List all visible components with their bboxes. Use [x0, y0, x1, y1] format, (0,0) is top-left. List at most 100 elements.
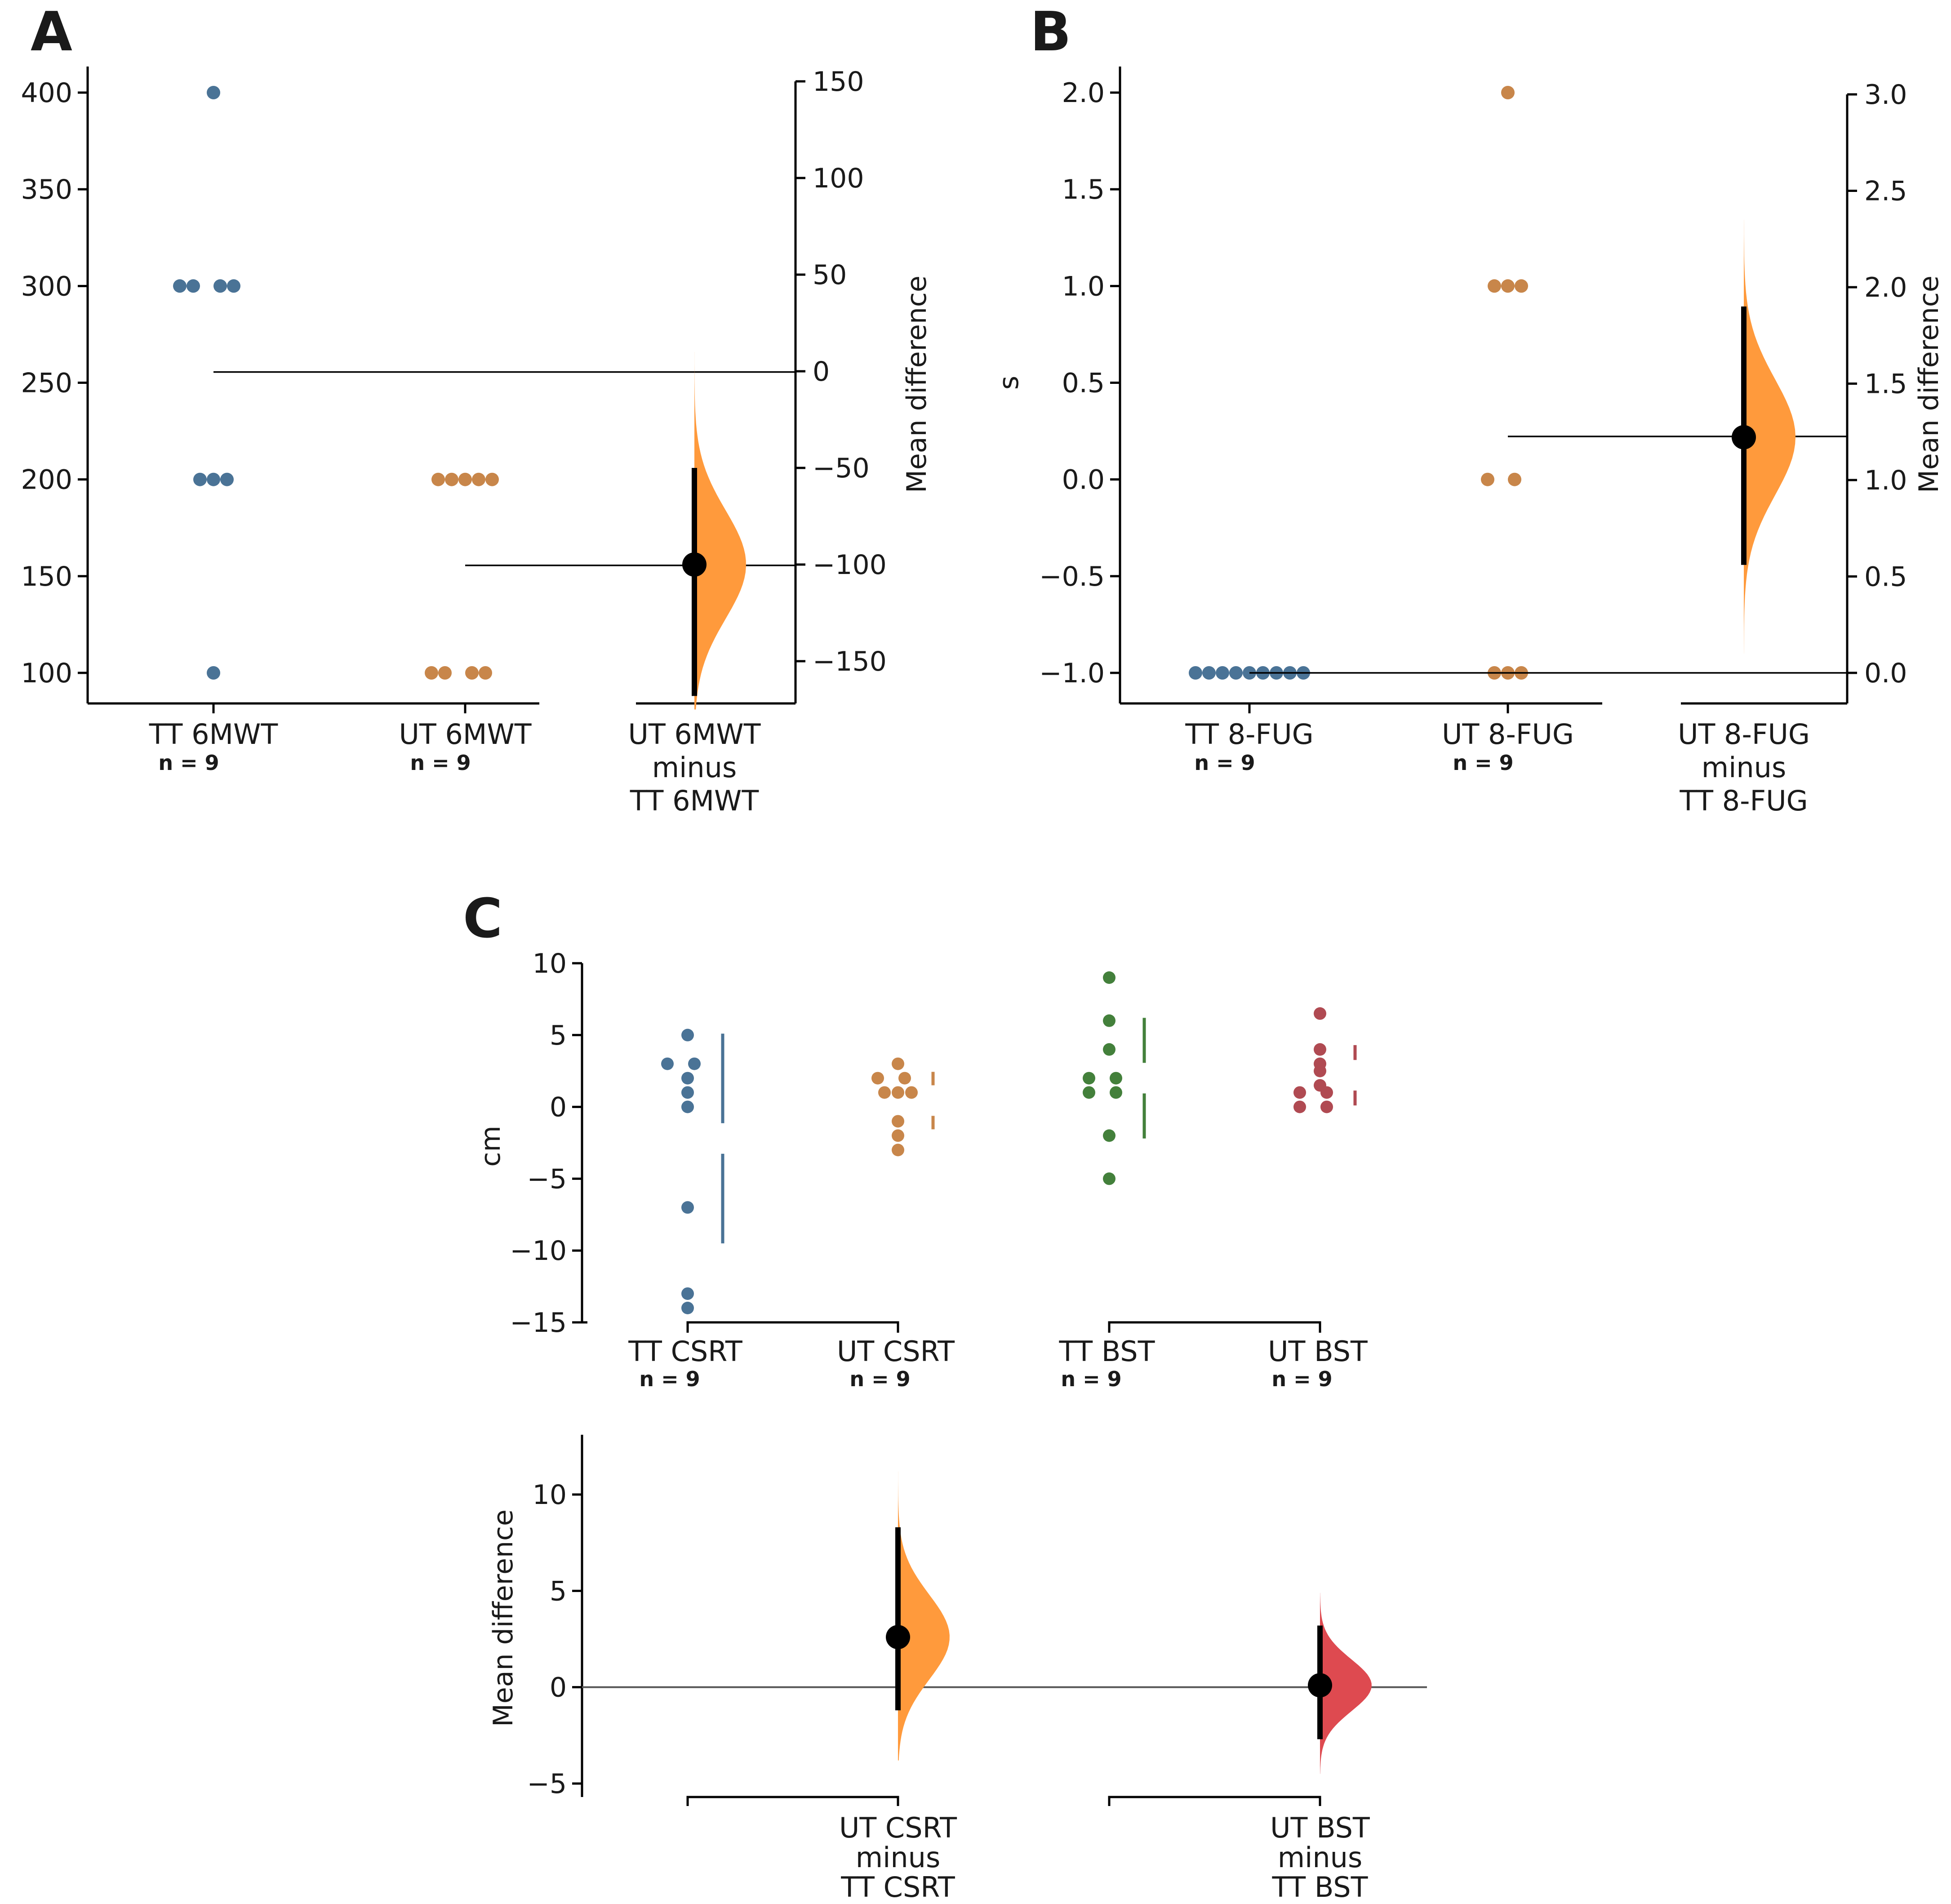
right-y-tick-label: 1.5: [1864, 369, 1907, 400]
data-point: [207, 86, 220, 99]
mean-difference-marker: [1732, 425, 1756, 449]
group-label: TT 8-FUG: [1185, 718, 1313, 751]
y-tick-label: 150: [21, 561, 72, 592]
effect-label-line: TT 8-FUG: [1679, 784, 1808, 817]
data-point: [1508, 472, 1521, 486]
right-y-tick-label: −100: [813, 549, 887, 581]
y-tick-label: 1.5: [1062, 174, 1105, 205]
data-point: [681, 1302, 694, 1314]
data-point: [1229, 666, 1243, 680]
data-point: [479, 666, 492, 680]
effect-distribution: [898, 1471, 950, 1761]
data-point: [1481, 472, 1494, 486]
y-tick-label: −1.0: [1039, 658, 1105, 689]
data-point: [472, 472, 485, 486]
data-point: [458, 472, 472, 486]
data-point: [1202, 666, 1216, 680]
effect-label-line: TT CSRT: [840, 1871, 956, 1904]
data-point: [1501, 279, 1515, 293]
effect-label-line: TT BST: [1271, 1871, 1368, 1904]
data-point: [1189, 666, 1202, 680]
y-tick-label: 0: [550, 1092, 567, 1123]
data-point: [1110, 1072, 1122, 1085]
data-point: [681, 1100, 694, 1113]
effect-label-line: TT 6MWT: [630, 784, 760, 817]
data-point: [438, 666, 452, 680]
group-label: UT 8-FUG: [1442, 718, 1574, 751]
effect-y-tick-label: 5: [550, 1575, 567, 1607]
y-tick-label: −15: [510, 1307, 567, 1339]
y-tick-label: −0.5: [1039, 561, 1105, 592]
data-point: [1488, 279, 1501, 293]
y-tick-label: 200: [21, 464, 72, 496]
data-point: [1515, 279, 1528, 293]
right-y-tick-label: 1.0: [1864, 465, 1907, 496]
y-tick-label: 250: [21, 368, 72, 399]
effect-distribution: [1320, 1593, 1372, 1774]
right-y-tick-label: 3.0: [1864, 79, 1907, 111]
mean-difference-marker: [682, 552, 707, 577]
group-n-label: n = 9: [1271, 1367, 1332, 1391]
data-point: [661, 1057, 674, 1070]
data-point: [1320, 1086, 1333, 1099]
effect-label-line: minus: [1702, 751, 1787, 784]
data-point: [207, 472, 220, 486]
pair-bracket: [686, 1321, 899, 1333]
right-y-tick-label: 150: [813, 66, 864, 98]
pair-bracket: [1108, 1321, 1321, 1333]
group-label: TT CSRT: [628, 1335, 743, 1368]
group-n-label: n = 9: [1194, 751, 1255, 775]
y-tick-label: −5: [527, 1163, 567, 1195]
effect-label-line: UT BST: [1270, 1811, 1370, 1844]
data-point: [681, 1028, 694, 1041]
group-n-label: n = 9: [1453, 751, 1513, 775]
data-point: [681, 1086, 694, 1099]
mean-difference-marker: [1308, 1673, 1332, 1698]
data-point: [227, 279, 240, 293]
right-y-tick-label: 0.5: [1864, 561, 1907, 593]
group-n-label: n = 9: [1061, 1367, 1121, 1391]
right-y-tick-label: −150: [813, 646, 887, 677]
data-point: [485, 472, 499, 486]
data-point: [213, 279, 227, 293]
panel-letter: C: [463, 888, 502, 950]
data-point: [1293, 1086, 1306, 1099]
data-point: [1083, 1086, 1095, 1099]
y-tick-label: 0.0: [1062, 464, 1105, 496]
effect-label-line: minus: [652, 751, 737, 784]
effect-distribution: [1744, 219, 1795, 654]
data-point: [220, 472, 234, 486]
data-point: [878, 1086, 891, 1099]
group-label: UT CSRT: [837, 1335, 955, 1368]
data-point: [1103, 1014, 1115, 1027]
right-y-tick-label: −50: [813, 453, 870, 484]
effect-y-axis-label: Mean difference: [488, 1509, 519, 1727]
group-n-label: n = 9: [158, 751, 219, 775]
effect-label-line: minus: [1278, 1841, 1363, 1874]
y-tick-label: 300: [21, 271, 72, 302]
right-y-tick-label: 2.0: [1864, 272, 1907, 303]
panel-letter: A: [31, 1, 72, 63]
y-tick-label: −10: [510, 1235, 567, 1267]
data-point: [871, 1072, 884, 1085]
data-point: [681, 1072, 694, 1085]
data-point: [193, 472, 207, 486]
effect-distribution: [694, 352, 746, 710]
data-point: [892, 1143, 904, 1157]
right-y-axis-label: Mean difference: [901, 276, 933, 493]
data-point: [1103, 1172, 1115, 1185]
data-point: [681, 1201, 694, 1214]
y-tick-label: 0.5: [1062, 368, 1105, 399]
group-label: UT 6MWT: [399, 718, 532, 751]
effect-label-line: UT CSRT: [839, 1811, 957, 1844]
panel-letter: B: [1030, 1, 1071, 63]
right-y-tick-label: 0.0: [1864, 658, 1907, 689]
group-n-label: n = 9: [639, 1367, 700, 1391]
group-label: UT BST: [1268, 1335, 1368, 1368]
effect-label-line: minus: [856, 1841, 941, 1874]
data-point: [1103, 971, 1115, 984]
effect-pair-bracket: [686, 1796, 899, 1806]
